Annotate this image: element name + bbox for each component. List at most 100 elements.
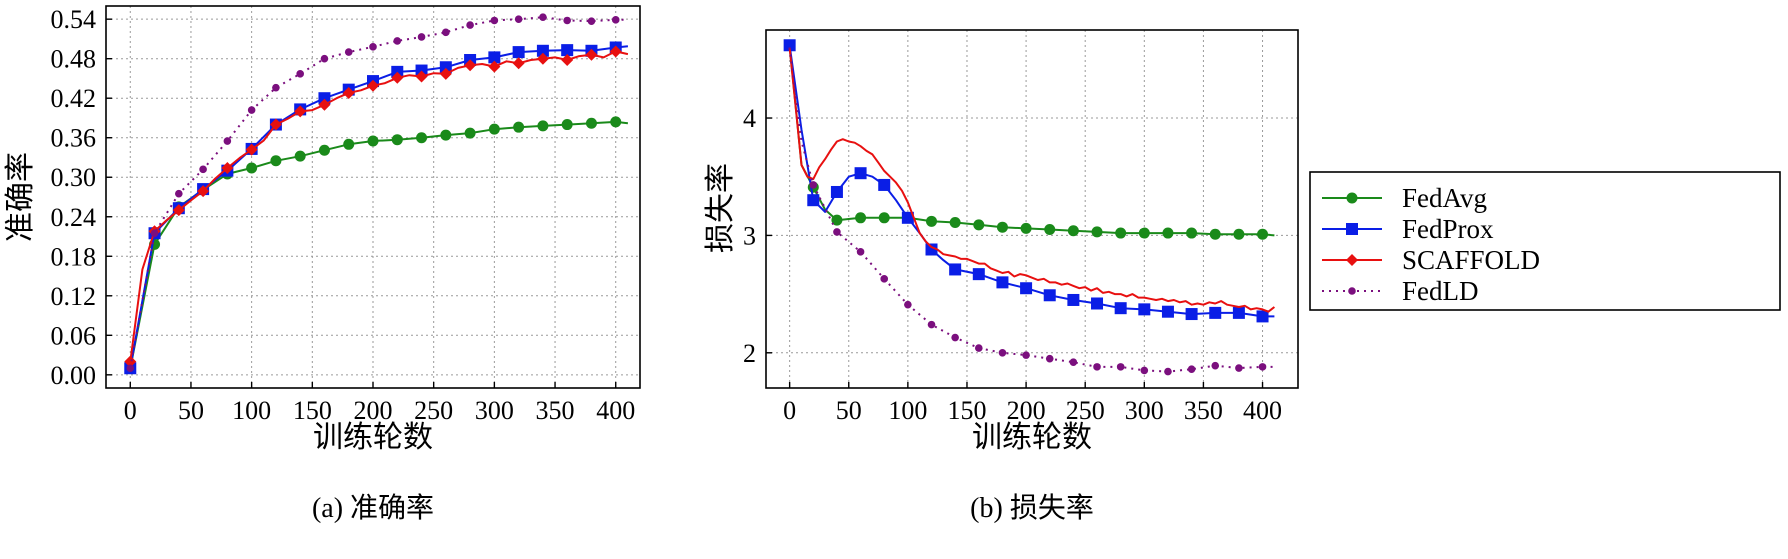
loss-point-fedld — [880, 275, 889, 283]
accuracy-x-axis-label: 训练轮数 — [313, 421, 433, 454]
loss-point-fedavg — [949, 216, 961, 228]
loss-point-fedld — [951, 333, 959, 342]
accuracy-point-scaffold — [585, 48, 598, 61]
accuracy-point-scaffold — [221, 162, 234, 175]
loss-plot-frame — [765, 29, 1299, 389]
accuracy-point-fedavg — [270, 155, 282, 167]
accuracy-point-fedld — [587, 17, 596, 25]
loss-panel: 0 50 100 150 200 250 300 350 400 2 3 4 训练轮数 损失率 (b)… — [704, 29, 1299, 524]
accuracy-y-tick-label: 0.06 — [51, 321, 97, 350]
loss-x-tick-label: 400 — [1243, 396, 1282, 425]
accuracy-point-scaffold — [488, 60, 501, 73]
loss-point-fedld — [1235, 364, 1243, 372]
loss-x-tick-label: 300 — [1125, 396, 1164, 425]
accuracy-x-tick-label: 250 — [414, 396, 453, 425]
loss-point-fedprox — [878, 178, 891, 191]
accuracy-series-fedld — [126, 13, 628, 373]
loss-point-fedavg — [926, 215, 938, 227]
accuracy-point-fedavg — [561, 119, 573, 131]
accuracy-x-tick-label: 150 — [293, 396, 332, 425]
loss-x-tick-label: 350 — [1184, 396, 1223, 425]
loss-point-fedavg — [973, 219, 985, 231]
accuracy-x-tick-label: 350 — [536, 396, 575, 425]
loss-point-fedld — [1022, 351, 1030, 359]
legend-item-fedld: FedLD — [1322, 276, 1479, 306]
loss-point-fedprox — [1067, 293, 1080, 306]
accuracy-point-fedld — [563, 16, 571, 25]
accuracy-point-fedavg — [610, 116, 622, 128]
accuracy-point-fedavg — [440, 129, 452, 141]
loss-point-fedprox — [1185, 308, 1198, 321]
loss-x-tick-label: 50 — [836, 396, 862, 425]
accuracy-series-scaffold — [124, 45, 629, 368]
loss-point-fedprox — [901, 211, 914, 224]
accuracy-point-fedld — [611, 16, 620, 24]
legend-item-fedavg: FedAvg — [1322, 183, 1487, 213]
accuracy-point-scaffold — [245, 143, 258, 156]
loss-point-fedavg — [1115, 227, 1127, 239]
legend-label-fedprox: FedProx — [1402, 214, 1494, 244]
loss-point-fedld — [833, 228, 841, 236]
loss-series-fedld — [788, 47, 1275, 376]
accuracy-x-tick-label: 300 — [475, 396, 514, 425]
accuracy-point-fedld — [199, 165, 207, 174]
loss-point-fedprox — [949, 263, 962, 276]
accuracy-point-fedprox — [488, 51, 501, 64]
loss-point-fedprox — [830, 185, 843, 198]
accuracy-point-fedavg — [464, 127, 476, 139]
accuracy-line-scaffold — [129, 50, 629, 362]
accuracy-point-fedld — [126, 364, 135, 373]
accuracy-y-tick-label: 0.54 — [51, 5, 97, 34]
accuracy-point-scaffold — [197, 185, 210, 198]
accuracy-point-scaffold — [439, 67, 452, 80]
loss-y-tick-label: 4 — [743, 104, 756, 133]
accuracy-point-fedld — [344, 48, 353, 56]
accuracy-line-fedavg — [129, 120, 629, 369]
legend-marker-fedavg — [1346, 192, 1358, 204]
accuracy-y-tick-label: 0.18 — [51, 242, 97, 271]
loss-point-fedprox — [1043, 289, 1056, 302]
accuracy-point-scaffold — [269, 118, 282, 131]
accuracy-point-fedld — [466, 21, 474, 29]
loss-point-fedld — [1258, 363, 1267, 371]
accuracy-point-fedld — [272, 83, 280, 92]
loss-y-axis-label: 损失率 — [704, 163, 737, 253]
legend-item-fedprox: FedProx — [1322, 214, 1494, 244]
loss-y-tick-label: 2 — [743, 339, 756, 368]
loss-point-fedld — [998, 348, 1007, 357]
legend-marker-fedprox — [1346, 223, 1358, 235]
loss-point-fedld — [1187, 365, 1196, 374]
accuracy-point-fedld — [539, 13, 547, 21]
accuracy-point-fedld — [417, 33, 426, 41]
loss-point-fedprox — [807, 194, 820, 207]
loss-point-fedavg — [1020, 222, 1032, 234]
accuracy-x-tick-label: 0 — [124, 396, 137, 425]
legend-item-scaffold: SCAFFOLD — [1322, 245, 1540, 275]
loss-point-fedprox — [1256, 310, 1269, 323]
loss-point-fedprox — [1020, 282, 1033, 295]
loss-x-tick-label: 150 — [947, 396, 986, 425]
loss-point-fedprox — [1161, 305, 1174, 318]
loss-point-fedavg — [1257, 228, 1269, 240]
loss-point-fedld — [1116, 363, 1125, 371]
loss-point-fedprox — [996, 276, 1009, 289]
loss-point-fedavg — [1067, 225, 1079, 237]
accuracy-point-fedld — [150, 229, 159, 238]
loss-point-fedavg — [878, 212, 890, 224]
loss-point-fedld — [1164, 367, 1172, 376]
accuracy-point-fedld — [247, 106, 256, 114]
accuracy-point-scaffold — [367, 79, 379, 92]
accuracy-point-scaffold — [464, 59, 477, 72]
loss-point-fedld — [1093, 363, 1101, 371]
loss-point-fedprox — [925, 243, 938, 256]
loss-point-fedavg — [1186, 227, 1198, 239]
loss-point-fedld — [975, 344, 983, 352]
loss-line-fedprox — [788, 45, 1275, 318]
loss-point-fedld — [1045, 354, 1054, 363]
accuracy-point-fedld — [175, 189, 183, 198]
accuracy-point-fedavg — [416, 132, 428, 144]
loss-x-tick-label: 250 — [1066, 396, 1105, 425]
accuracy-x-tick-label: 200 — [354, 396, 393, 425]
loss-point-fedprox — [972, 268, 985, 281]
accuracy-point-fedprox — [512, 46, 525, 59]
